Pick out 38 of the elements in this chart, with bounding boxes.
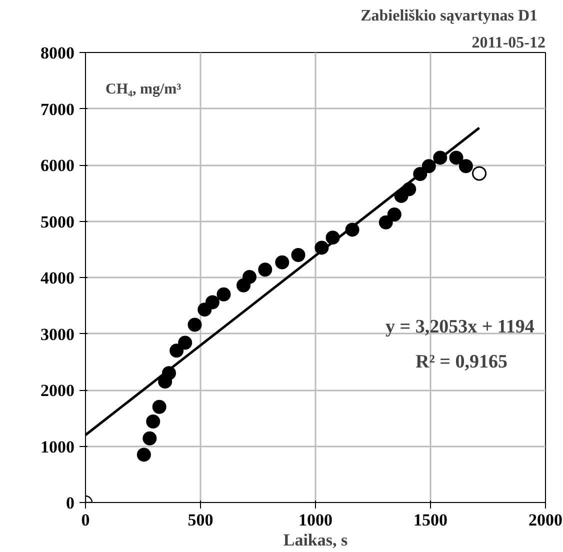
point bbox=[275, 255, 290, 270]
y-axis-title: CH₄, mg/m³ bbox=[106, 82, 182, 98]
point bbox=[136, 448, 151, 462]
point bbox=[387, 208, 402, 222]
y-tick-label: 7000 bbox=[40, 100, 74, 119]
point bbox=[178, 336, 192, 350]
point bbox=[258, 262, 272, 277]
point bbox=[188, 318, 202, 332]
point bbox=[152, 400, 166, 414]
y-tick-label: 8000 bbox=[40, 44, 74, 62]
point bbox=[216, 287, 231, 302]
x-tick-label: 0 bbox=[81, 510, 90, 530]
y-tick-label: 3000 bbox=[40, 324, 74, 344]
point bbox=[449, 150, 464, 165]
point bbox=[205, 295, 220, 310]
x-tick-label: 2000 bbox=[528, 510, 562, 530]
point bbox=[242, 270, 256, 284]
point bbox=[472, 166, 487, 181]
annotation: R² = 0,9165 bbox=[416, 352, 508, 372]
point bbox=[142, 431, 157, 446]
point bbox=[378, 215, 393, 230]
y-tick-label: 2000 bbox=[40, 381, 74, 400]
point bbox=[146, 414, 160, 428]
x-tick-label: 500 bbox=[188, 510, 214, 530]
x-axis-title: Laikas, s bbox=[283, 530, 348, 550]
y-tick-label: 4000 bbox=[40, 268, 74, 288]
annotation: y = 3,2053x + 1194 bbox=[386, 316, 535, 338]
chart-subtitle: 2011-05-12 bbox=[472, 34, 546, 52]
point bbox=[291, 248, 306, 262]
point bbox=[458, 159, 473, 174]
y-tick-label: 6000 bbox=[40, 156, 74, 175]
y-tick-label: 0 bbox=[66, 494, 74, 512]
x-tick-label: 1500 bbox=[414, 510, 448, 530]
point bbox=[170, 344, 184, 358]
y-tick-label: 1000 bbox=[40, 437, 74, 456]
chart-title: Zabieliškio sąvartynas D1 bbox=[360, 8, 538, 24]
x-tick-label: 1000 bbox=[298, 510, 332, 530]
y-tick-label: 5000 bbox=[40, 212, 74, 232]
